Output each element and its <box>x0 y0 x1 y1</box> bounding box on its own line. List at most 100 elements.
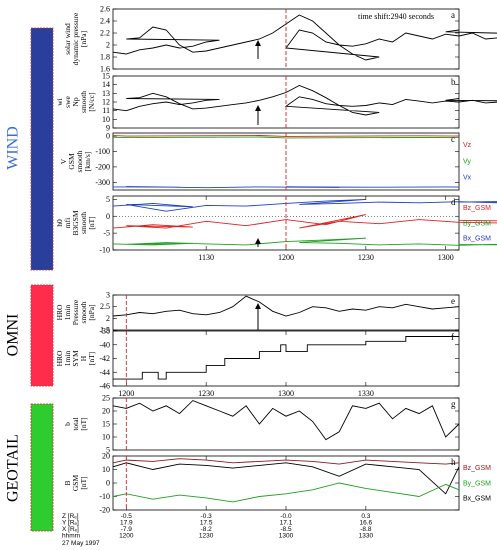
panel-letter: c <box>451 134 455 144</box>
x-tick-label: 1200 <box>278 253 294 262</box>
ephemeris-value: -8.5 <box>280 526 292 533</box>
y-axis-label: mfi <box>63 218 72 228</box>
legend-entry: Bz_GSM <box>463 205 491 212</box>
series-line-vz <box>112 135 460 137</box>
y-axis-label: [nT] <box>87 216 96 229</box>
panel-letter: h <box>451 457 456 467</box>
ephemeris-date: 27 May 1997 <box>62 540 100 547</box>
panel-letter: g <box>451 399 456 409</box>
arrow-head-icon <box>255 238 261 244</box>
y-axis-label: dynamic pressure <box>71 12 80 65</box>
y-axis-label: B3GSM <box>71 210 80 235</box>
y-tick-label: 13 <box>102 89 110 98</box>
y-tick-label: 2.5 <box>100 302 110 311</box>
y-axis-label: smooth <box>75 150 84 172</box>
y-tick-label: 9 <box>106 124 110 133</box>
panel-frame <box>112 294 460 331</box>
mission-label-geotail: GEOTAIL <box>5 434 22 502</box>
y-tick-label: 10 <box>102 433 110 442</box>
series-line-by_gsm <box>112 237 497 246</box>
mission-bar-wind <box>30 27 54 271</box>
y-tick-label: 1.5 <box>100 326 110 335</box>
y-axis-label: wi <box>55 98 64 106</box>
x-tick-label: 1230 <box>198 389 214 398</box>
y-tick-label: 2 <box>106 41 110 50</box>
ephemeris-value: 16.6 <box>360 520 373 527</box>
y-axis-label: h0 <box>55 219 64 227</box>
y-axis-label: B <box>63 480 72 485</box>
ephemeris-value: -8.2 <box>201 526 213 533</box>
ephemeris-value: 17.5 <box>200 520 213 527</box>
y-axis-label: [nT] <box>79 417 88 430</box>
panel-letter: e <box>451 296 455 306</box>
ephemeris-label: X [Rₑ] <box>62 526 79 533</box>
y-tick-label: 0 <box>106 479 110 488</box>
series-line <box>112 295 460 317</box>
series-line-vy <box>112 136 460 139</box>
series-line-bz_gsm <box>112 214 497 229</box>
arrow-head-icon <box>255 303 261 309</box>
y-tick-label: 0 <box>106 132 110 141</box>
ephemeris-value: 17.1 <box>280 520 293 527</box>
y-tick-label: 20 <box>102 452 110 461</box>
y-tick-label: 5 <box>106 446 110 455</box>
ephemeris-value: -0.0 <box>280 513 292 520</box>
legend-entry: Bx_GSM <box>463 496 491 503</box>
y-tick-label: 14 <box>102 80 110 89</box>
y-axis-label: 1min <box>63 305 72 321</box>
ephemeris-value: 1230 <box>199 533 214 540</box>
y-tick-label: 2.2 <box>100 29 110 38</box>
panel-d: 5 0 -5 -10 h0 mfi B3GSM smooth [nT] 1130 1200 1230 1… <box>55 195 497 262</box>
ephemeris-label: hhmm <box>62 533 80 540</box>
y-axis-label: [km/s] <box>83 152 92 172</box>
y-tick-label: 11 <box>102 106 110 115</box>
y-axis-label: solar wind <box>63 23 72 55</box>
series-line-vx <box>112 186 460 189</box>
series-line-bx_gsm <box>112 462 460 495</box>
mission-bar-geotail <box>30 403 54 532</box>
legend-entry: Vz <box>463 142 472 149</box>
ephemeris-value: 1300 <box>279 533 294 540</box>
arrow-head-icon <box>255 105 261 111</box>
ephemeris-value: -0.5 <box>121 513 133 520</box>
y-tick-label: 15 <box>102 72 110 81</box>
y-tick-label: 10 <box>102 115 110 124</box>
legend-entry: Bz_GSM <box>463 465 491 472</box>
series-line <box>112 14 497 61</box>
panel-frame <box>112 455 460 511</box>
panel-c: 0 -100 -200 -300 V GSM smooth [km/s] c Vz Vy Vx <box>59 132 472 191</box>
y-tick-label: -300 <box>95 178 110 187</box>
ephemeris-label: Z [Rₑ] <box>62 513 79 520</box>
ephemeris-value: -0.3 <box>201 513 213 520</box>
panel-frame <box>112 330 460 387</box>
panel-letter: b <box>451 77 456 87</box>
y-tick-label: -100 <box>95 147 110 156</box>
series-line <box>112 85 497 116</box>
x-tick-label: 1130 <box>198 253 214 262</box>
y-axis-label: b <box>63 422 72 426</box>
ephemeris-value: -8.8 <box>360 526 372 533</box>
panel-a: 1.6 1.8 2 2.2 2.4 2.6 solar wind dynamic pressu… <box>63 5 497 74</box>
legend-entry: By_GSM <box>463 480 491 487</box>
y-axis-label: Np <box>71 97 80 106</box>
y-axis-label: swe <box>63 96 72 108</box>
y-axis-label: [nT] <box>79 476 88 489</box>
legend-entry: By_GSM <box>463 220 491 227</box>
x-tick-label: 1330 <box>358 389 374 398</box>
series-line <box>112 400 460 441</box>
panel-letter: d <box>451 197 456 207</box>
y-axis-label: [nT] <box>87 352 96 365</box>
y-tick-label: 1.6 <box>100 65 110 74</box>
y-axis-label: total <box>71 417 80 430</box>
mission-label-wind: WIND <box>5 126 22 170</box>
y-tick-label: -200 <box>95 162 110 171</box>
x-tick-label: 1300 <box>278 389 294 398</box>
x-tick-label: 1300 <box>438 253 454 262</box>
y-tick-label: 12 <box>102 98 110 107</box>
ephemeris-value: 1200 <box>119 533 134 540</box>
y-axis-label: V <box>59 158 68 164</box>
y-tick-label: -10 <box>99 246 110 255</box>
ephemeris-label: Y [Rₑ] <box>62 520 79 527</box>
y-tick-label: -40 <box>99 340 110 349</box>
y-tick-label: 15 <box>102 420 110 429</box>
